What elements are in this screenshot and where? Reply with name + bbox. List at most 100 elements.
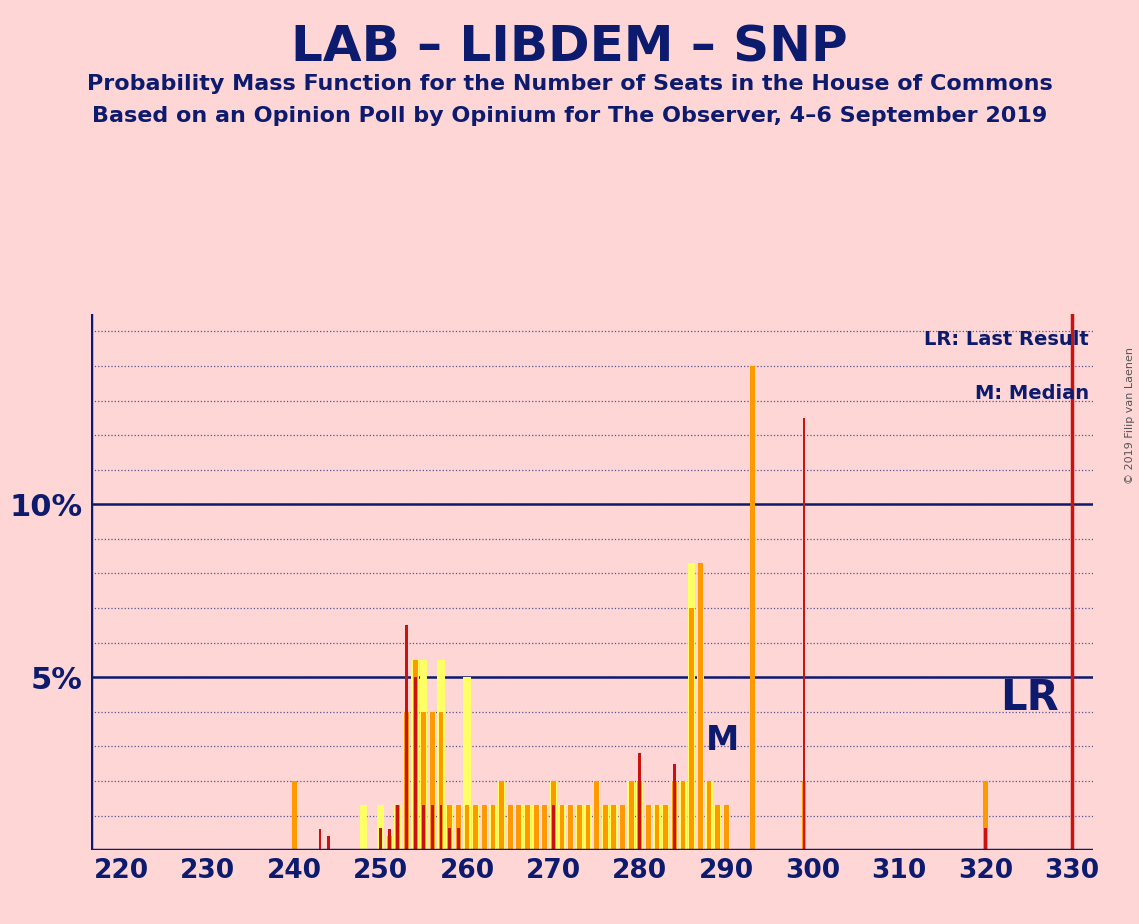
Bar <box>517 849 521 850</box>
Bar <box>975 849 978 850</box>
Bar <box>741 849 746 850</box>
Bar <box>343 849 350 850</box>
Bar <box>423 805 425 850</box>
Bar <box>369 849 375 850</box>
Bar <box>257 849 262 850</box>
Bar <box>437 660 444 850</box>
Bar <box>345 849 347 850</box>
Bar <box>335 849 339 850</box>
Bar <box>464 677 470 850</box>
Bar <box>612 805 616 850</box>
Bar <box>499 781 503 850</box>
Bar <box>327 836 330 850</box>
Bar <box>118 849 124 850</box>
Bar <box>162 849 167 850</box>
Bar <box>215 849 218 850</box>
Bar <box>716 849 719 850</box>
Bar <box>714 805 721 850</box>
Bar <box>621 849 624 850</box>
Bar <box>318 849 322 850</box>
Bar <box>1044 849 1048 850</box>
Bar <box>446 805 453 850</box>
Bar <box>1052 849 1057 850</box>
Bar <box>948 849 954 850</box>
Text: Probability Mass Function for the Number of Seats in the House of Commons: Probability Mass Function for the Number… <box>87 74 1052 94</box>
Bar <box>178 849 186 850</box>
Bar <box>793 849 797 850</box>
Bar <box>474 849 477 850</box>
Bar <box>293 849 296 850</box>
Bar <box>1059 849 1067 850</box>
Bar <box>613 849 615 850</box>
Bar <box>698 563 703 850</box>
Text: LR: Last Result: LR: Last Result <box>925 330 1089 349</box>
Bar <box>1008 849 1015 850</box>
Bar <box>690 849 693 850</box>
Bar <box>101 849 106 850</box>
Bar <box>171 849 175 850</box>
Bar <box>940 849 944 850</box>
Bar <box>362 849 364 850</box>
Bar <box>837 849 839 850</box>
Bar <box>1035 849 1039 850</box>
Bar <box>870 849 876 850</box>
Bar <box>292 781 296 850</box>
Bar <box>302 849 304 850</box>
Bar <box>431 711 435 850</box>
Bar <box>794 849 797 850</box>
Bar <box>274 849 279 850</box>
Bar <box>957 849 962 850</box>
Bar <box>1051 849 1058 850</box>
Bar <box>457 828 460 850</box>
Bar <box>923 849 927 850</box>
Bar <box>869 849 877 850</box>
Bar <box>265 849 271 850</box>
Bar <box>198 849 200 850</box>
Bar <box>913 849 919 850</box>
Bar <box>368 849 376 850</box>
Bar <box>852 849 860 850</box>
Bar <box>879 849 884 850</box>
Bar <box>1027 849 1030 850</box>
Bar <box>1026 849 1031 850</box>
Bar <box>844 849 851 850</box>
Bar <box>664 849 667 850</box>
Bar <box>76 849 80 850</box>
Text: Based on an Opinion Poll by Opinium for The Observer, 4–6 September 2019: Based on an Opinion Poll by Opinium for … <box>92 106 1047 127</box>
Bar <box>465 805 469 850</box>
Bar <box>760 849 762 850</box>
Bar <box>361 849 366 850</box>
Bar <box>595 781 599 850</box>
Bar <box>638 781 642 850</box>
Bar <box>100 849 108 850</box>
Bar <box>628 781 634 850</box>
Bar <box>568 805 573 850</box>
Bar <box>699 849 702 850</box>
Bar <box>146 849 149 850</box>
Bar <box>325 849 333 850</box>
Bar <box>439 711 443 850</box>
Bar <box>428 711 436 850</box>
Bar <box>785 849 789 850</box>
Bar <box>636 781 644 850</box>
Bar <box>1016 849 1024 850</box>
Bar <box>276 849 278 850</box>
Bar <box>498 781 506 850</box>
Bar <box>264 849 272 850</box>
Bar <box>259 849 261 850</box>
Bar <box>1017 849 1023 850</box>
Bar <box>984 828 986 850</box>
Bar <box>454 805 462 850</box>
Bar <box>1001 849 1005 850</box>
Bar <box>248 849 253 850</box>
Bar <box>126 849 133 850</box>
Bar <box>585 805 590 850</box>
Bar <box>570 849 572 850</box>
Bar <box>1068 849 1075 850</box>
Bar <box>145 849 149 850</box>
Bar <box>782 849 790 850</box>
Bar <box>567 805 574 850</box>
Bar <box>861 849 868 850</box>
Bar <box>543 849 547 850</box>
Bar <box>431 805 434 850</box>
